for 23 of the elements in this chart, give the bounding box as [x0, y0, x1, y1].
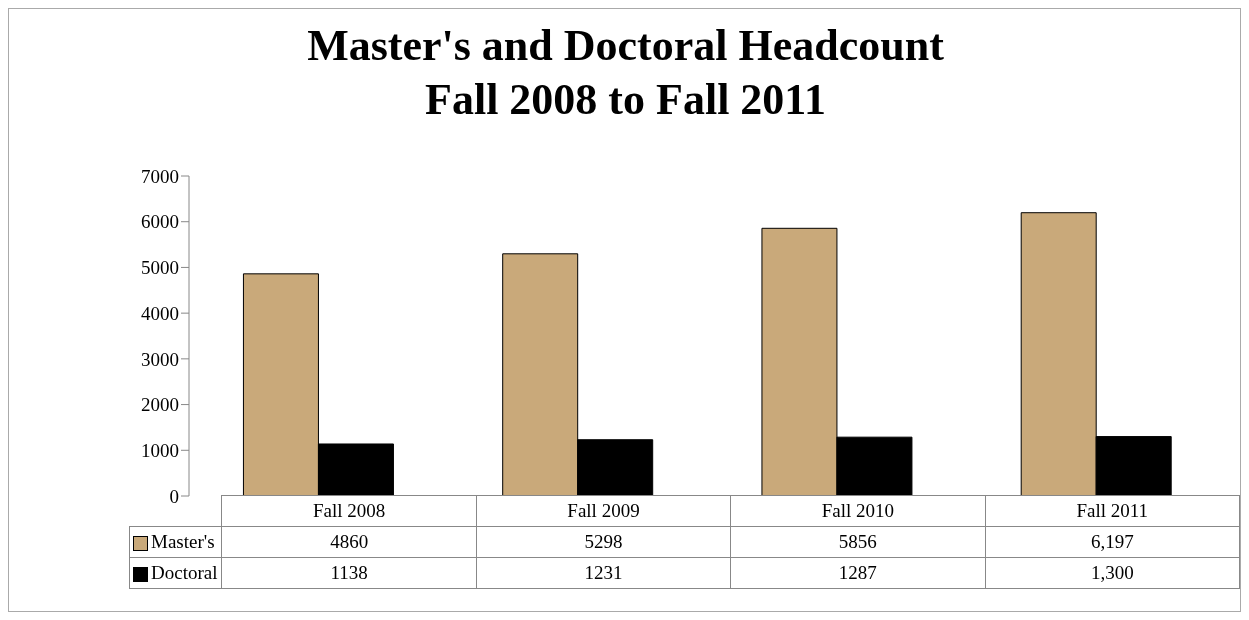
legend-label: Doctoral [129, 557, 222, 589]
data-label: 1287 [730, 557, 986, 589]
y-tick-label: 2000 [141, 394, 179, 416]
x-tick-label: Fall 2011 [1076, 500, 1149, 521]
x-tick-label: Fall 2008 [313, 500, 386, 521]
y-tick-label: 6000 [141, 211, 179, 233]
data-label: 1138 [221, 557, 477, 589]
data-label: 4860 [221, 526, 477, 558]
y-tick-label: 0 [169, 485, 179, 507]
y-tick-label: 3000 [141, 348, 179, 370]
x-tick-label: Fall 2009 [567, 500, 640, 521]
chart-title: Master's and Doctoral Headcount Fall 2008 to Fall 2011 [306, 20, 945, 126]
y-tick-label: 4000 [141, 302, 179, 324]
legend-label: Master's [129, 526, 222, 558]
data-label: 6,197 [985, 526, 1240, 558]
y-tick-label: 1000 [141, 440, 179, 462]
data-label: 1,300 [985, 557, 1240, 589]
y-tick-label: 7000 [141, 165, 179, 187]
y-tick-label: 5000 [141, 257, 179, 279]
x-tick-label: Fall 2010 [821, 500, 894, 521]
data-label: 5298 [476, 526, 731, 558]
data-label: 1231 [476, 557, 731, 589]
data-label: 5856 [730, 526, 986, 558]
